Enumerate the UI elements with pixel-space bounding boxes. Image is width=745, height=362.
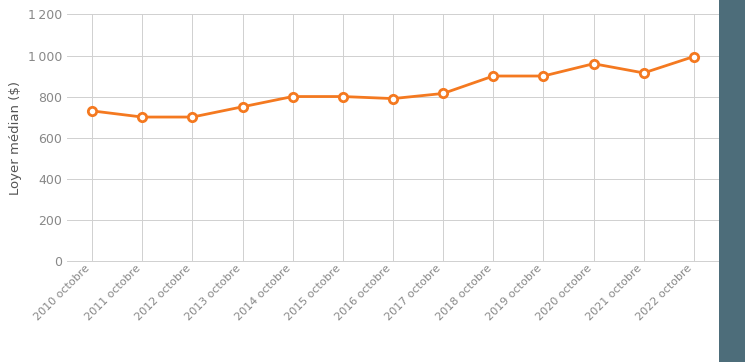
Y-axis label: Loyer médian ($): Loyer médian ($) [9, 81, 22, 194]
